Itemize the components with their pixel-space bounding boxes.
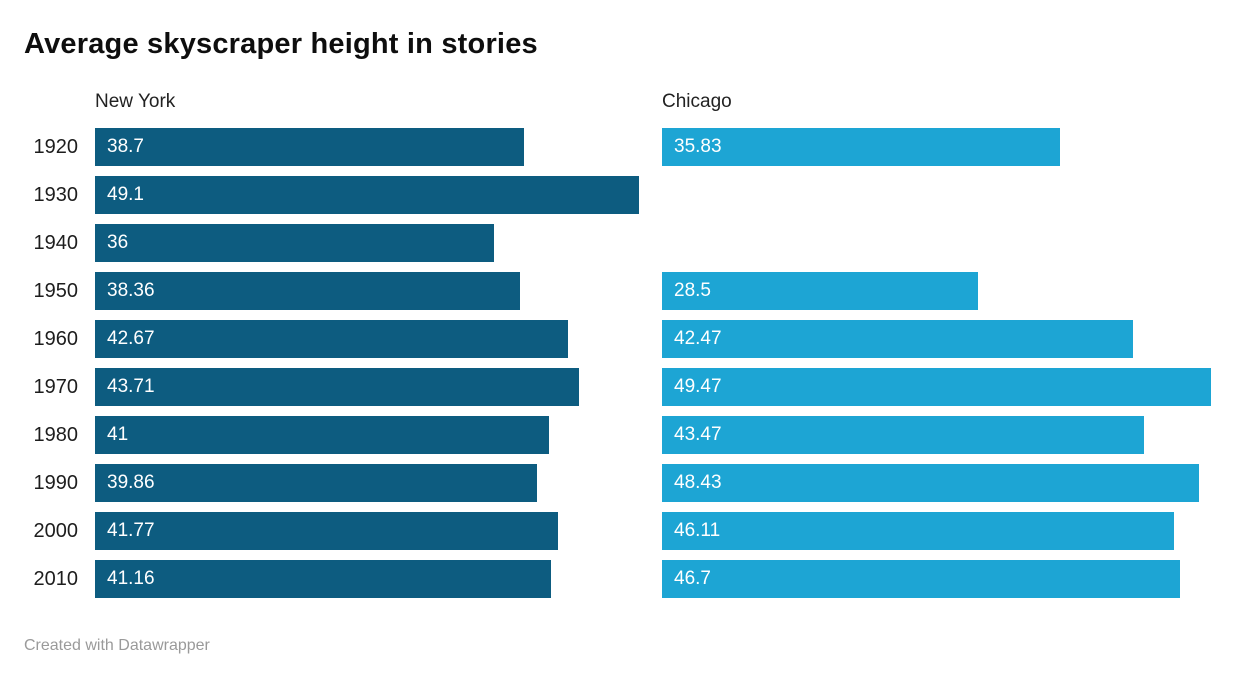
bar-chicago-1980: 43.47 — [662, 416, 1145, 454]
bar-chicago-2010: 46.7 — [662, 560, 1181, 598]
chart-row: 1950 38.36 28.5 — [24, 267, 1211, 315]
chart-row: 1980 41 43.47 — [24, 411, 1211, 459]
year-label: 1940 — [33, 231, 79, 254]
year-label: 2000 — [33, 519, 79, 542]
bar-track-chicago: 49.47 — [662, 368, 1211, 406]
year-label: 2010 — [33, 567, 79, 590]
bar-value-label: 38.7 — [107, 136, 144, 157]
bar-value-label: 46.11 — [674, 520, 721, 541]
bar-track-chicago: 28.5 — [662, 272, 1211, 310]
year-label: 1970 — [33, 375, 79, 398]
year-label: 1960 — [33, 327, 79, 350]
bar-track-new-york: 41.16 — [95, 560, 643, 598]
bar-value-label: 28.5 — [674, 280, 711, 301]
bar-track-chicago: 42.47 — [662, 320, 1211, 358]
column-headers: New York Chicago — [24, 91, 1211, 113]
bar-value-label: 48.43 — [674, 472, 722, 493]
bar-new-york-1970: 43.71 — [95, 368, 580, 406]
bar-chicago-1990: 48.43 — [662, 464, 1200, 502]
bar-new-york-1990: 39.86 — [95, 464, 537, 502]
bar-new-york-1980: 41 — [95, 416, 550, 454]
chart-rows: 1920 38.7 35.83 1930 49.1 1940 36 1950 38.36 28.5… — [24, 123, 1211, 603]
bar-track-new-york: 38.36 — [95, 272, 643, 310]
bar-track-new-york: 39.86 — [95, 464, 643, 502]
year-label: 1990 — [33, 471, 79, 494]
chart-row: 1960 42.67 42.47 — [24, 315, 1211, 363]
bar-track-chicago: 46.11 — [662, 512, 1211, 550]
bar-track-chicago: 48.43 — [662, 464, 1211, 502]
bar-track-new-york: 41 — [95, 416, 643, 454]
bar-track-new-york: 38.7 — [95, 128, 643, 166]
bar-chicago-1920: 35.83 — [662, 128, 1060, 166]
bar-new-york-2000: 41.77 — [95, 512, 558, 550]
bar-value-label: 41 — [107, 424, 129, 445]
bar-track-chicago — [662, 176, 1211, 214]
bar-value-label: 41.16 — [107, 568, 155, 589]
bar-new-york-1940: 36 — [95, 224, 494, 262]
chart-row: 2010 41.16 46.7 — [24, 555, 1211, 603]
bar-value-label: 46.7 — [674, 568, 711, 589]
chart-row: 1970 43.71 49.47 — [24, 363, 1211, 411]
bar-track-chicago: 35.83 — [662, 128, 1211, 166]
bar-new-york-1950: 38.36 — [95, 272, 520, 310]
bar-track-chicago — [662, 224, 1211, 262]
bar-new-york-2010: 41.16 — [95, 560, 551, 598]
bar-track-new-york: 43.71 — [95, 368, 643, 406]
chart-row: 1940 36 — [24, 219, 1211, 267]
bar-new-york-1930: 49.1 — [95, 176, 639, 214]
bar-track-chicago: 46.7 — [662, 560, 1211, 598]
bar-chicago-1960: 42.47 — [662, 320, 1134, 358]
bar-chicago-1970: 49.47 — [662, 368, 1211, 406]
bar-new-york-1960: 42.67 — [95, 320, 568, 358]
bar-value-label: 49.1 — [107, 184, 144, 205]
bar-track-new-york: 49.1 — [95, 176, 643, 214]
chart-title: Average skyscraper height in stories — [24, 28, 538, 60]
bar-chicago-1950: 28.5 — [662, 272, 979, 310]
chart-row: 1930 49.1 — [24, 171, 1211, 219]
year-label: 1920 — [33, 135, 79, 158]
bar-value-label: 42.67 — [107, 328, 155, 349]
chart-row: 2000 41.77 46.11 — [24, 507, 1211, 555]
bar-track-chicago: 43.47 — [662, 416, 1211, 454]
year-column-spacer — [24, 91, 95, 113]
series-header-chicago: Chicago — [662, 91, 732, 112]
attribution-text: Created with Datawrapper — [24, 637, 210, 654]
bar-value-label: 49.47 — [674, 376, 722, 397]
bar-track-new-york: 42.67 — [95, 320, 643, 358]
bar-value-label: 39.86 — [107, 472, 155, 493]
bar-new-york-1920: 38.7 — [95, 128, 524, 166]
year-label: 1950 — [33, 279, 79, 302]
chart-row: 1990 39.86 48.43 — [24, 459, 1211, 507]
bar-value-label: 41.77 — [107, 520, 155, 541]
bar-chicago-2000: 46.11 — [662, 512, 1174, 550]
bar-track-new-york: 36 — [95, 224, 643, 262]
bar-value-label: 43.47 — [674, 424, 722, 445]
bar-value-label: 38.36 — [107, 280, 155, 301]
bar-value-label: 36 — [107, 232, 129, 253]
bar-value-label: 42.47 — [674, 328, 722, 349]
series-header-new-york: New York — [95, 91, 176, 112]
chart-row: 1920 38.7 35.83 — [24, 123, 1211, 171]
bar-value-label: 43.71 — [107, 376, 155, 397]
year-label: 1980 — [33, 423, 79, 446]
year-label: 1930 — [33, 183, 79, 206]
bar-track-new-york: 41.77 — [95, 512, 643, 550]
bar-value-label: 35.83 — [674, 136, 722, 157]
